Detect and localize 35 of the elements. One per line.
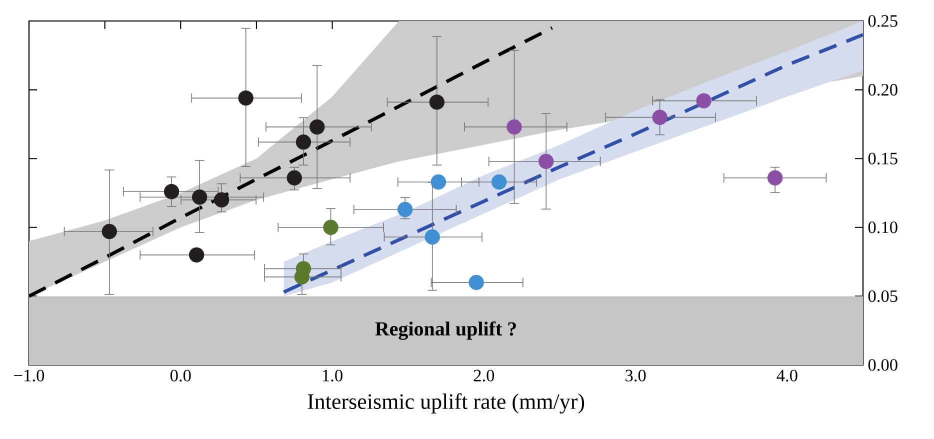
x-tick-label: −1.0	[14, 370, 44, 382]
y-tick-label: 0.05	[868, 290, 898, 302]
band-label: Regional uplift ?	[375, 321, 516, 340]
point	[214, 192, 230, 208]
y-tick-label: 0.25	[868, 15, 898, 27]
x-axis-title: Interseismic uplift rate (mm/yr)	[308, 393, 584, 414]
point	[506, 119, 522, 135]
point	[468, 274, 484, 290]
y-tick-label: 0.00	[868, 359, 898, 371]
point	[397, 202, 413, 218]
point	[323, 220, 338, 235]
x-tick-label: 2.0	[474, 370, 494, 382]
point	[296, 134, 312, 150]
point	[424, 229, 440, 245]
x-tick-label: 3.0	[626, 370, 646, 382]
x-tick-label: 4.0	[776, 370, 798, 382]
y-tick-label: 0.20	[868, 84, 898, 96]
point	[767, 170, 783, 186]
point	[491, 174, 507, 190]
point	[188, 247, 204, 263]
x-tick-label: 1.0	[322, 370, 342, 382]
point	[238, 90, 254, 106]
point	[192, 190, 208, 205]
point	[538, 154, 554, 169]
point	[310, 119, 325, 135]
x-tick-label: 0.0	[170, 370, 191, 382]
y-tick-label: 0.10	[868, 222, 898, 234]
point	[102, 224, 117, 240]
point	[696, 93, 712, 108]
point	[164, 184, 180, 200]
point	[652, 110, 668, 125]
y-tick-label: 0.15	[868, 152, 898, 164]
point	[429, 94, 445, 110]
point	[286, 170, 302, 186]
point	[430, 174, 446, 190]
